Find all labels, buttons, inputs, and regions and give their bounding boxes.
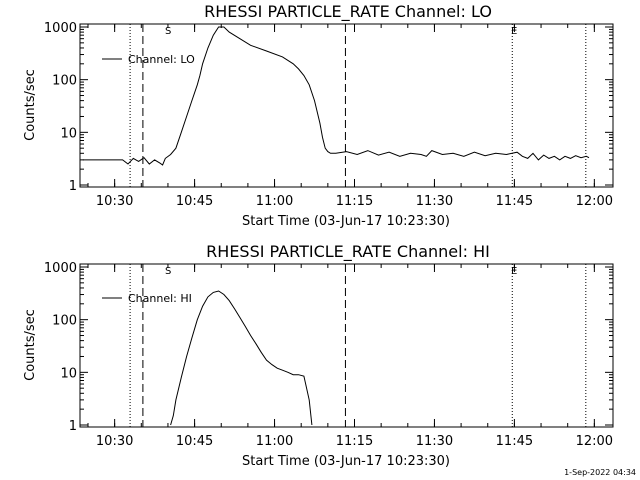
lo-start-marker-label: S: [165, 26, 171, 37]
lo-y-tick-label-2: 100: [52, 74, 77, 89]
hi-y-axis-label: Counts/sec: [23, 309, 38, 381]
hi-plot-frame: [79, 263, 614, 428]
hi-chart-title: RHESSI PARTICLE_RATE Channel: HI: [206, 242, 490, 262]
lo-x-tick-label-3: 11:15: [336, 194, 373, 209]
lo-chart-marks: 1 10 100 1000 10:30 10:45 11:00 11:15 11:30 11:45…: [44, 21, 613, 209]
lo-y-axis-label: Counts/sec: [23, 69, 38, 141]
lo-x-axis-label: Start Time (03-Jun-17 10:23:30): [242, 214, 450, 229]
hi-x-tick-label-1: 10:45: [176, 434, 213, 449]
lo-y-tick-label-3: 1000: [44, 21, 77, 36]
hi-y-tick-label-1: 10: [60, 366, 77, 381]
hi-x-tick-label-2: 11:00: [256, 434, 293, 449]
lo-x-tick-label-4: 11:30: [416, 194, 453, 209]
lo-channel-panel: RHESSI PARTICLE_RATE Channel: LO Counts/…: [23, 2, 614, 229]
footer-timestamp: 1-Sep-2022 04:34: [564, 468, 636, 477]
hi-y-tick-label-0: 1: [69, 419, 77, 434]
hi-y-tick-label-3: 1000: [44, 261, 77, 276]
lo-chart-title: RHESSI PARTICLE_RATE Channel: LO: [204, 2, 492, 22]
hi-x-tick-label-3: 11:15: [336, 434, 373, 449]
lo-legend-label: Channel: LO: [128, 53, 195, 66]
hi-x-axis-label: Start Time (03-Jun-17 10:23:30): [242, 454, 450, 469]
hi-start-marker-label: S: [165, 266, 171, 277]
hi-x-tick-label-6: 12:00: [576, 434, 613, 449]
lo-x-tick-label-5: 11:45: [496, 194, 533, 209]
lo-y-tick-label-0: 1: [69, 179, 77, 194]
lo-x-tick-label-6: 12:00: [576, 194, 613, 209]
hi-channel-panel: RHESSI PARTICLE_RATE Channel: HI Counts/…: [23, 242, 614, 469]
lo-y-tick-label-1: 10: [60, 126, 77, 141]
hi-y-tick-label-2: 100: [52, 314, 77, 329]
lo-x-tick-label-1: 10:45: [176, 194, 213, 209]
hi-x-tick-label-4: 11:30: [416, 434, 453, 449]
hi-chart-marks: 1 10 100 1000 10:30 10:45 11:00 11:15 11:30 11:45…: [44, 261, 613, 449]
lo-plot-frame: [79, 23, 614, 188]
lo-x-tick-label-2: 11:00: [256, 194, 293, 209]
lo-x-tick-label-0: 10:30: [96, 194, 133, 209]
hi-x-tick-label-0: 10:30: [96, 434, 133, 449]
hi-x-tick-label-5: 11:45: [496, 434, 533, 449]
hi-legend-label: Channel: HI: [128, 292, 192, 305]
lo-series-line-0: [82, 26, 590, 166]
hi-series-line-0: [170, 290, 313, 426]
